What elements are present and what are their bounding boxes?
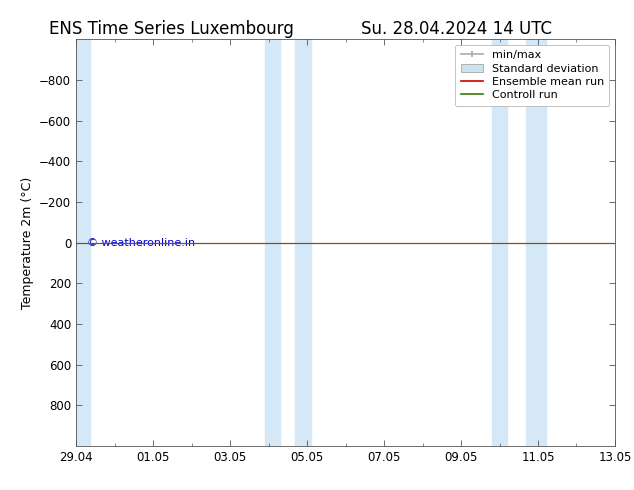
Text: Su. 28.04.2024 14 UTC: Su. 28.04.2024 14 UTC [361,20,552,38]
Bar [492,39,507,446]
Bar [265,39,280,446]
Text: © weatheronline.in: © weatheronline.in [87,238,195,247]
Bar [76,39,89,446]
Bar [526,39,546,446]
Text: ENS Time Series Luxembourg: ENS Time Series Luxembourg [49,20,294,38]
Legend: min/max, Standard deviation, Ensemble mean run, Controll run: min/max, Standard deviation, Ensemble me… [455,45,609,106]
Bar [295,39,311,446]
Y-axis label: Temperature 2m (°C): Temperature 2m (°C) [20,176,34,309]
